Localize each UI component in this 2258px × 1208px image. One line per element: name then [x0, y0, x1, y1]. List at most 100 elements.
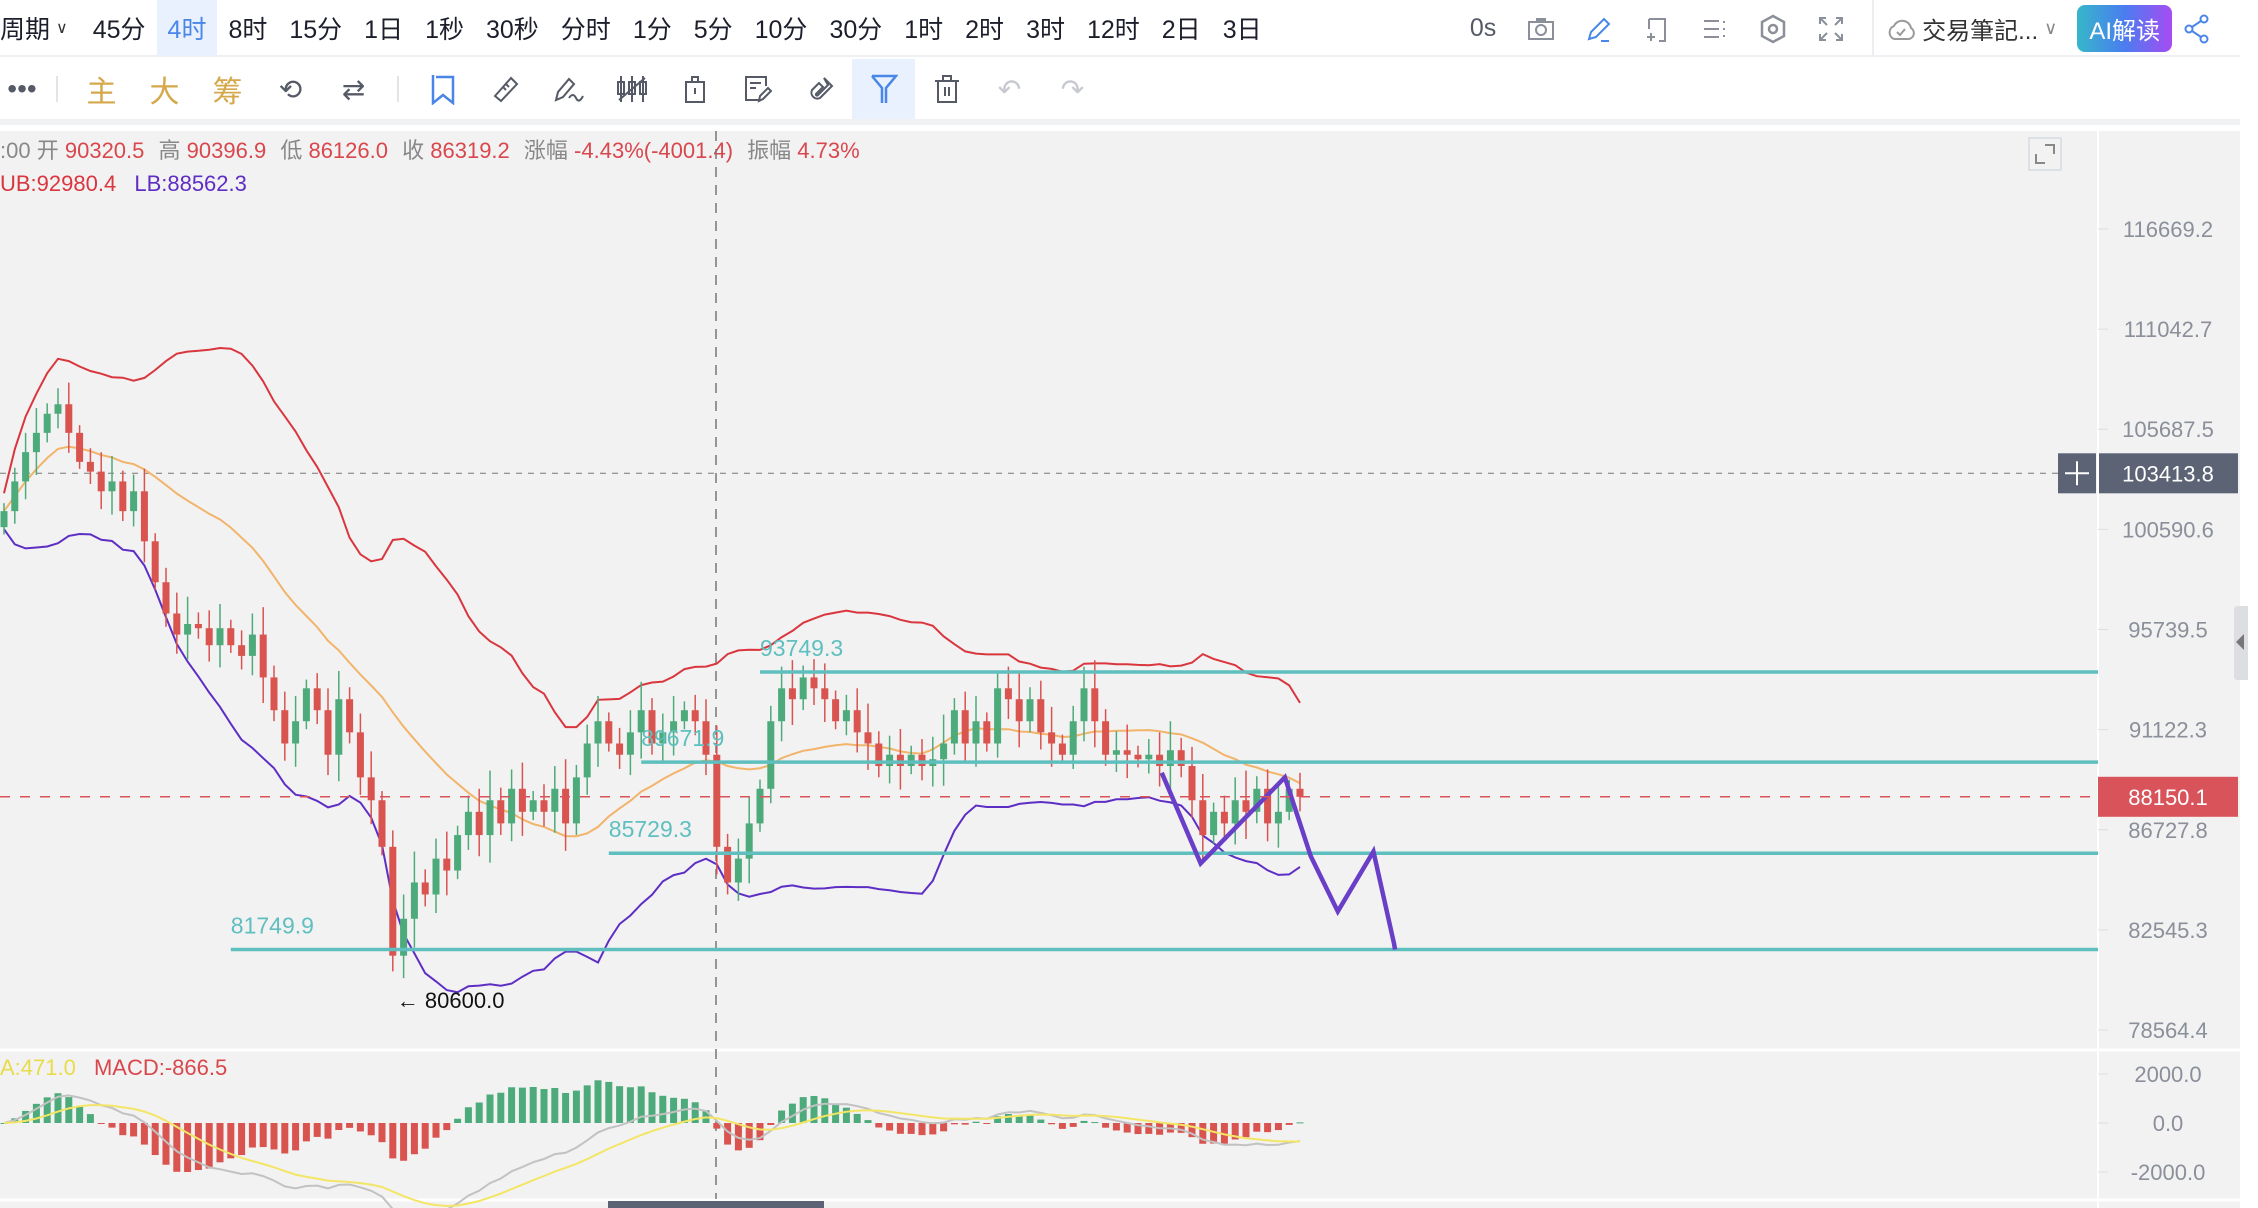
amplitude-label: 振幅 — [747, 138, 792, 163]
macd-histogram-bar — [313, 1123, 321, 1137]
pencil-icon[interactable] — [1570, 0, 1628, 57]
macd-histogram-bar — [140, 1123, 148, 1145]
sync-draw-icon[interactable]: ⟲ — [278, 73, 303, 105]
open-value: 90320.5 — [64, 138, 145, 163]
tab-interval[interactable]: 3时 — [1026, 15, 1065, 44]
macd-histogram-bar — [886, 1123, 894, 1131]
macd-histogram-bar — [983, 1123, 991, 1124]
candle-body — [518, 788, 526, 812]
chart-area[interactable]: :00 开 90320.5 高 90396.9 低 86126.0 收 8631… — [0, 131, 2240, 1208]
macd-histogram-bar — [0, 1123, 8, 1124]
add-window-icon[interactable] — [1628, 0, 1686, 57]
lock-icon[interactable] — [663, 59, 726, 119]
macd-histogram-bar — [259, 1123, 267, 1148]
candle-body — [65, 404, 73, 433]
settings-icon[interactable] — [1744, 0, 1802, 57]
macd-histogram-bar — [292, 1123, 300, 1151]
low-value: 86126.0 — [308, 138, 388, 163]
candlestick-chart[interactable]: 116669.2 111042.7 105687.5 100590.6 95739.5 9… — [0, 131, 2240, 1208]
trash-icon[interactable] — [915, 59, 978, 119]
tab-interval[interactable]: 12时 — [1086, 15, 1140, 44]
filter-icon[interactable] — [852, 59, 915, 119]
macd-histogram-bar — [194, 1123, 202, 1171]
tab-interval[interactable]: 30秒 — [485, 15, 539, 44]
tab-interval[interactable]: 2日 — [1161, 15, 1201, 44]
candle-body — [1080, 688, 1088, 722]
ohlc-info: :00 开 90320.5 高 90396.9 低 86126.0 收 8631… — [0, 133, 868, 165]
tab-interval[interactable]: 分时 — [560, 15, 611, 44]
tab-interval[interactable]: 1秒 — [425, 15, 464, 44]
magnet-icon[interactable] — [789, 59, 852, 119]
candle-body — [605, 721, 613, 744]
boll-info: UB:92980.4 LB:88562.3 — [0, 171, 247, 197]
candle-body — [475, 811, 483, 836]
macd-histogram-bar — [248, 1123, 256, 1148]
collapse-side-panel-button[interactable] — [2234, 606, 2248, 680]
tab-interval[interactable]: 10分 — [754, 15, 808, 44]
high-label: 高 — [158, 138, 181, 163]
tab-interval[interactable]: 5分 — [693, 15, 733, 44]
candle-body — [680, 710, 688, 722]
list-icon[interactable] — [1686, 0, 1744, 57]
macd-histogram-bar — [464, 1107, 472, 1123]
level-label: 81749.9 — [231, 912, 314, 938]
macd-histogram-bar — [216, 1123, 224, 1163]
ruler-icon[interactable] — [474, 59, 537, 119]
hide-candles-icon[interactable] — [600, 59, 663, 119]
fullscreen-icon[interactable] — [1802, 0, 1860, 57]
macd-histogram-bar — [356, 1123, 364, 1132]
macd-histogram-bar — [767, 1123, 775, 1126]
tab-interval[interactable]: 1日 — [364, 15, 404, 44]
tab-interval[interactable]: 3日 — [1222, 15, 1262, 44]
large-order-button[interactable]: 大 — [149, 76, 180, 109]
candle-body — [238, 645, 246, 656]
macd-histogram-bar — [151, 1123, 159, 1156]
bookmark-icon[interactable] — [411, 59, 474, 119]
candle-body — [108, 481, 116, 492]
undo-icon[interactable]: ↶ — [997, 73, 1022, 105]
macd-histogram-bar — [616, 1086, 624, 1123]
tab-interval[interactable]: 1分 — [632, 15, 672, 44]
time-scrollbar[interactable] — [608, 1201, 824, 1208]
tab-interval[interactable]: 2时 — [965, 15, 1005, 44]
edit-note-icon[interactable] — [726, 59, 789, 119]
tab-interval[interactable]: 1时 — [904, 15, 944, 44]
candle-body — [1102, 721, 1110, 755]
period-dropdown[interactable]: 周期 ∨ — [0, 0, 82, 56]
more-icon[interactable]: ••• — [7, 73, 37, 104]
share-icon[interactable] — [2172, 0, 2222, 57]
macd-histogram-bar — [32, 1103, 40, 1123]
expand-chart-icon[interactable] — [2028, 137, 2062, 171]
candle-body — [292, 721, 300, 744]
macd-histogram-bar — [1112, 1123, 1120, 1131]
tab-interval[interactable]: 4时 — [156, 0, 218, 56]
macd-histogram-bar — [659, 1095, 667, 1123]
candle-body — [443, 858, 451, 871]
period-bar: 周期 ∨ 45分 4时 8时 15分 1日 1秒 30秒 分时 1分 5分 10分 30分 1时 2时 3时 1… — [0, 0, 2240, 57]
candle-body — [162, 582, 170, 614]
lower-band-line — [3, 528, 1301, 994]
macd-histogram-bar — [443, 1123, 451, 1131]
y-tick-label: 111042.7 — [2124, 317, 2213, 342]
camera-icon[interactable] — [1512, 0, 1570, 57]
divider — [397, 76, 399, 102]
tab-interval[interactable]: 30分 — [829, 15, 883, 44]
candle-body — [594, 721, 602, 744]
line-swap-icon[interactable]: ⇄ — [341, 73, 366, 105]
macd-histogram-bar — [896, 1123, 904, 1134]
macd-histogram-bar — [637, 1086, 645, 1123]
candle-body — [313, 688, 321, 711]
tab-interval[interactable]: 45分 — [92, 15, 146, 44]
trading-notes-dropdown[interactable]: 交易筆記... ∨ — [1886, 11, 2077, 46]
chevron-down-icon: ∨ — [2044, 18, 2058, 38]
y-tick-label: 91122.3 — [2129, 718, 2207, 743]
macd-histogram-bar — [875, 1123, 883, 1128]
main-indicator-button[interactable]: 主 — [86, 76, 117, 109]
redo-icon[interactable]: ↷ — [1060, 73, 1085, 105]
macd-histogram-bar — [475, 1102, 483, 1123]
chip-distribution-button[interactable]: 筹 — [212, 76, 243, 109]
tab-interval[interactable]: 8时 — [228, 15, 268, 44]
brush-icon[interactable] — [537, 59, 600, 119]
tab-interval[interactable]: 15分 — [289, 15, 343, 44]
ai-interpret-button[interactable]: AI解读 — [2077, 5, 2172, 52]
